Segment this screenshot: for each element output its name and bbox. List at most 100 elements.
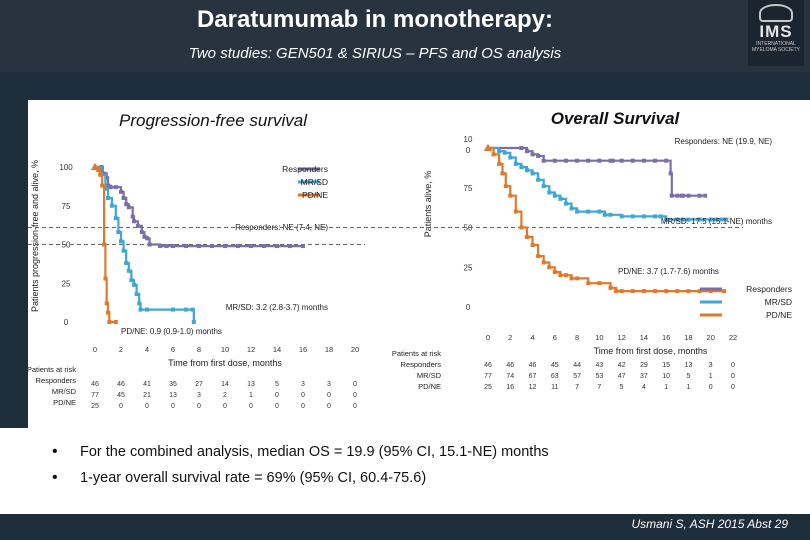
legend-label: MR/SD — [301, 177, 328, 187]
risk-value: 25 — [91, 403, 99, 410]
censor-mark — [680, 217, 685, 222]
risk-row-label: MR/SD — [417, 371, 442, 380]
censor-mark — [103, 276, 108, 281]
y-tick-label: 0 — [466, 146, 471, 155]
bullet-item: • For the combined analysis, median OS = … — [52, 444, 549, 470]
legend-label: PD/NE — [766, 310, 792, 320]
censor-mark — [530, 171, 535, 176]
censor-mark — [135, 223, 140, 228]
censor-mark — [104, 175, 109, 180]
y-tick-label: 100 — [59, 163, 73, 172]
risk-value: 0 — [731, 384, 735, 391]
censor-mark — [668, 171, 673, 176]
risk-value: 46 — [117, 381, 125, 388]
censor-mark — [630, 289, 635, 294]
x-tick-label: 10 — [221, 345, 229, 354]
censor-mark — [236, 244, 240, 249]
censor-mark — [119, 239, 123, 244]
legend-label: Responders — [746, 284, 792, 294]
risk-value: 0 — [353, 381, 357, 388]
censor-mark — [497, 161, 502, 166]
censor-mark — [675, 217, 680, 222]
censor-mark — [686, 193, 691, 198]
header-bar: Daratumumab in monotherapy: Two studies:… — [0, 0, 810, 72]
censor-mark — [134, 292, 139, 297]
censor-mark — [619, 158, 624, 163]
risk-value: 14 — [221, 381, 229, 388]
censor-mark — [597, 209, 602, 214]
x-axis-label: Time from first dose, months — [168, 358, 282, 368]
risk-value: 21 — [143, 392, 151, 399]
bullet-text: 1-year overall survival rate = 69% (95% … — [80, 470, 427, 486]
y-tick-label: 25 — [464, 263, 473, 272]
risk-row-label: MR/SD — [52, 387, 77, 396]
x-tick-label: 8 — [197, 345, 201, 354]
median-annotation: PD/NE: 3.7 (1.7-7.6) months — [618, 267, 719, 276]
censor-mark — [184, 244, 188, 249]
censor-mark — [145, 236, 149, 241]
censor-mark — [513, 161, 518, 166]
risk-value: 53 — [595, 373, 603, 380]
censor-mark — [288, 244, 292, 249]
censor-mark — [552, 193, 557, 198]
x-tick-label: 0 — [93, 345, 97, 354]
risk-value: 37 — [640, 373, 648, 380]
x-tick-label: 14 — [273, 345, 281, 354]
risk-value: 1 — [664, 384, 668, 391]
censor-mark — [536, 254, 541, 259]
censor-mark — [113, 320, 118, 324]
risk-value: 15 — [662, 362, 670, 369]
risk-value: 10 — [662, 373, 670, 380]
censor-mark — [275, 244, 279, 249]
censor-mark — [142, 234, 147, 239]
censor-mark — [558, 196, 563, 201]
censor-mark — [191, 320, 196, 324]
median-annotation: Responders: NE (19.9, NE) — [675, 137, 773, 146]
legend-label: MR/SD — [765, 297, 792, 307]
censor-mark — [641, 214, 646, 219]
censor-mark — [106, 196, 110, 200]
censor-mark — [563, 158, 568, 163]
censor-mark — [708, 289, 713, 294]
risk-value: 45 — [117, 392, 125, 399]
censor-mark — [669, 193, 674, 198]
risk-table-header: Patients at risk — [28, 365, 76, 374]
censor-mark — [138, 307, 143, 312]
censor-mark — [563, 201, 568, 206]
x-tick-label: 2 — [119, 345, 123, 354]
censor-mark — [575, 209, 580, 214]
risk-value: 46 — [484, 362, 492, 369]
risk-value: 46 — [91, 381, 99, 388]
censor-mark — [586, 158, 591, 163]
censor-mark — [558, 273, 563, 278]
y-tick-label: 75 — [464, 184, 473, 193]
censor-mark — [664, 217, 669, 222]
censor-mark — [491, 152, 496, 157]
risk-value: 5 — [687, 373, 691, 380]
censor-mark — [107, 320, 112, 324]
risk-value: 0 — [223, 403, 227, 410]
chart-title: Progression-free survival — [119, 111, 308, 130]
risk-value: 47 — [618, 373, 626, 380]
logo-icon — [759, 4, 793, 22]
censor-mark — [641, 158, 646, 163]
citation: Usmani S, ASH 2015 Abst 29 — [631, 517, 788, 531]
x-tick-label: 22 — [729, 333, 737, 342]
risk-row-label: PD/NE — [418, 382, 441, 391]
censor-mark — [586, 281, 591, 286]
risk-value: 35 — [169, 381, 177, 388]
bullet-item: • 1-year overall survival rate = 69% (95%… — [52, 470, 549, 496]
censor-mark — [619, 289, 624, 294]
censor-mark — [121, 248, 126, 253]
censor-mark — [703, 193, 708, 198]
risk-value: 0 — [145, 403, 149, 410]
censor-mark — [697, 217, 702, 222]
risk-value: 0 — [353, 392, 357, 399]
censor-mark — [116, 230, 121, 235]
risk-value: 77 — [91, 392, 99, 399]
censor-mark — [497, 149, 502, 154]
ims-logo: IMS INTERNATIONAL MYELOMA SOCIETY — [748, 0, 804, 66]
censor-mark — [508, 193, 513, 198]
censor-mark — [569, 206, 574, 211]
x-tick-label: 18 — [325, 345, 333, 354]
